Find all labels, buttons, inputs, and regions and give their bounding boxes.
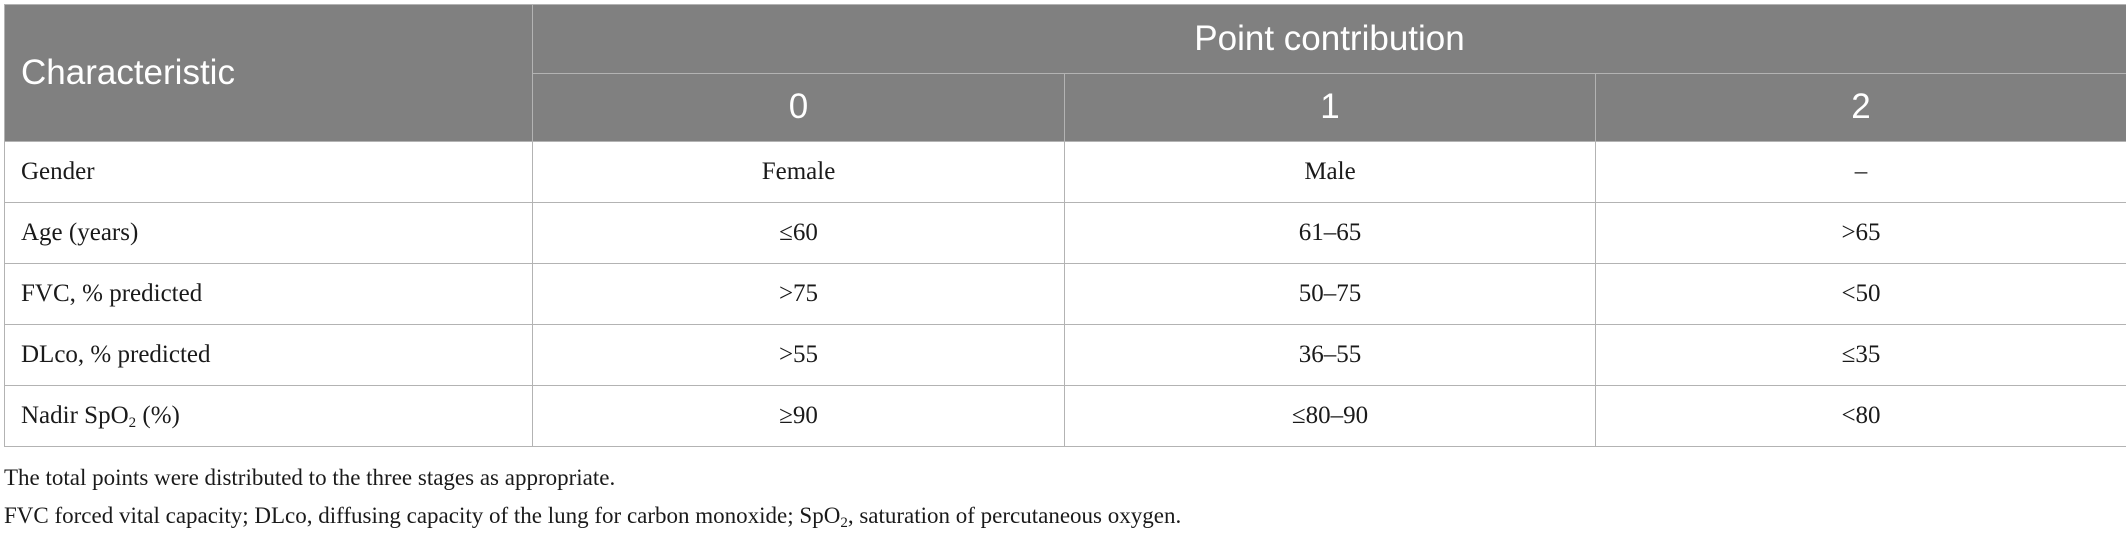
row-label: Nadir SpO2 (%) bbox=[4, 385, 533, 447]
point-contribution-table: Characteristic Point contribution 0 1 2 … bbox=[4, 4, 2126, 447]
cell-point-2: – bbox=[1595, 141, 2126, 203]
table-container: Characteristic Point contribution 0 1 2 … bbox=[4, 4, 2126, 535]
table-row: FVC, % predicted >75 50–75 <50 bbox=[4, 263, 2126, 325]
header-characteristic: Characteristic bbox=[4, 4, 533, 142]
table-row: Nadir SpO2 (%) ≥90 ≤80–90 <80 bbox=[4, 385, 2126, 447]
footnote-abbreviations-text: FVC forced vital capacity; DLco, diffusi… bbox=[4, 503, 841, 528]
table-row: Gender Female Male – bbox=[4, 141, 2126, 203]
table-header: Characteristic Point contribution 0 1 2 bbox=[4, 4, 2126, 142]
row-label-text: Nadir SpO bbox=[21, 402, 129, 429]
cell-point-2: >65 bbox=[1595, 202, 2126, 264]
cell-point-2: ≤35 bbox=[1595, 324, 2126, 386]
cell-point-0: >75 bbox=[532, 263, 1065, 325]
header-point-0: 0 bbox=[532, 72, 1065, 142]
row-label: DLco, % predicted bbox=[4, 324, 533, 386]
cell-point-1: ≤80–90 bbox=[1064, 385, 1596, 447]
header-point-contribution: Point contribution bbox=[532, 4, 2126, 74]
cell-point-0: ≥90 bbox=[532, 385, 1065, 447]
row-label: FVC, % predicted bbox=[4, 263, 533, 325]
row-label-unit: (%) bbox=[136, 402, 180, 429]
table-footnotes: The total points were distributed to the… bbox=[4, 459, 2126, 535]
table-body: Gender Female Male – Age (years) ≤60 61–… bbox=[4, 141, 2126, 447]
subscript-2: 2 bbox=[128, 415, 137, 431]
cell-point-1: 50–75 bbox=[1064, 263, 1596, 325]
cell-point-1: Male bbox=[1064, 141, 1596, 203]
cell-point-1: 61–65 bbox=[1064, 202, 1596, 264]
row-label: Gender bbox=[4, 141, 533, 203]
footnote-abbreviations: FVC forced vital capacity; DLco, diffusi… bbox=[4, 497, 2126, 535]
footnote-abbreviations-tail: , saturation of percutaneous oxygen. bbox=[847, 503, 1182, 528]
cell-point-0: ≤60 bbox=[532, 202, 1065, 264]
cell-point-0: >55 bbox=[532, 324, 1065, 386]
row-label: Age (years) bbox=[4, 202, 533, 264]
header-point-1: 1 bbox=[1064, 72, 1596, 142]
cell-point-1: 36–55 bbox=[1064, 324, 1596, 386]
cell-point-0: Female bbox=[532, 141, 1065, 203]
header-point-2: 2 bbox=[1595, 72, 2126, 142]
subscript-2: 2 bbox=[840, 515, 848, 531]
table-row: Age (years) ≤60 61–65 >65 bbox=[4, 202, 2126, 264]
cell-point-2: <80 bbox=[1595, 385, 2126, 447]
cell-point-2: <50 bbox=[1595, 263, 2126, 325]
table-row: DLco, % predicted >55 36–55 ≤35 bbox=[4, 324, 2126, 386]
footnote-distribution: The total points were distributed to the… bbox=[4, 465, 616, 490]
